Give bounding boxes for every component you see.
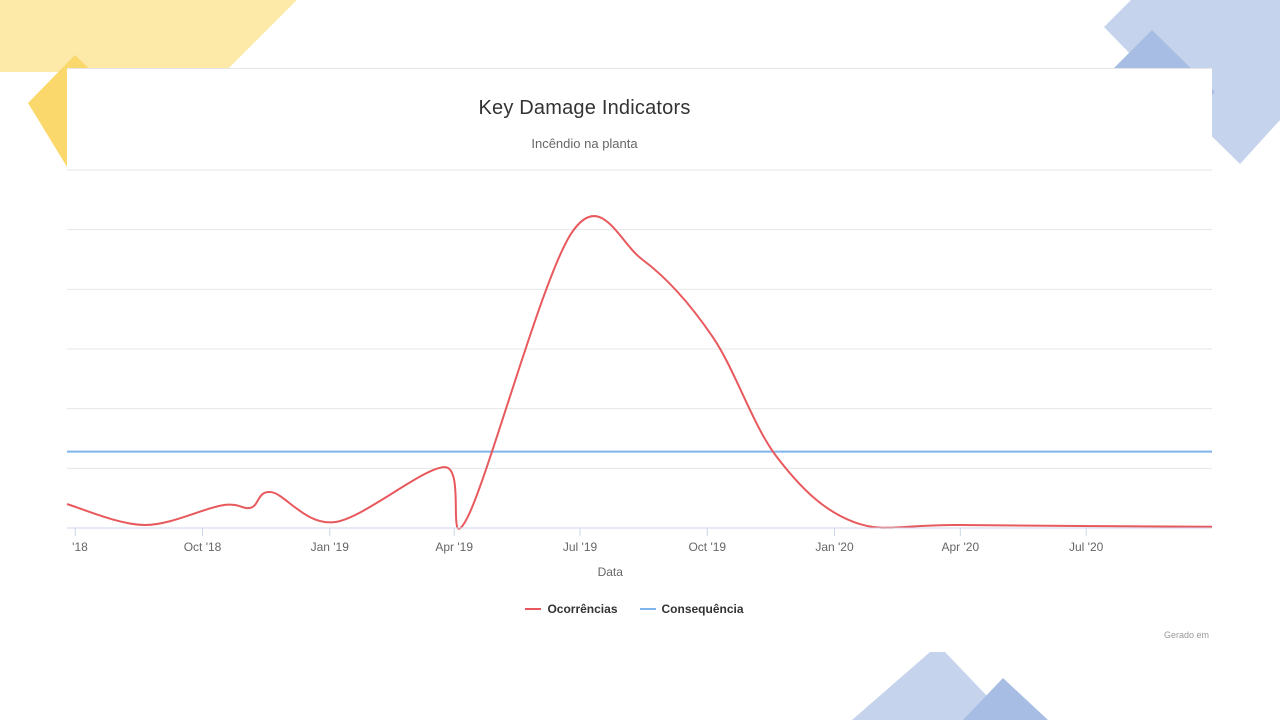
x-tick-label-0: '18 — [72, 540, 88, 554]
chart-subtitle: Incêndio na planta — [531, 136, 638, 151]
series-line-ocorrencias[interactable] — [66, 215, 1213, 530]
legend-item-consequencia[interactable]: Consequência — [639, 602, 744, 616]
gridlines — [67, 169, 1212, 469]
x-axis: '18 Oct '18 Jan '19 Apr '19 Jul '19 Oct '19 Ja… — [67, 527, 1212, 554]
x-axis-title: Data — [598, 565, 624, 579]
legend-label-consequencia: Consequência — [661, 602, 744, 616]
x-tick-label-7: Apr '20 — [941, 540, 979, 554]
series-layer — [66, 215, 1213, 530]
chart-card: Key Damage Indicators Incêndio na planta… — [66, 68, 1213, 651]
blue-bottom-shape — [852, 652, 1010, 720]
legend-label-ocorrencias: Ocorrências — [547, 602, 618, 616]
x-tick-label-5: Oct '19 — [688, 540, 726, 554]
x-tick-label-3: Apr '19 — [435, 540, 473, 554]
x-tick-label-6: Jan '20 — [815, 540, 854, 554]
legend-swatch-consequencia — [639, 608, 656, 610]
x-tick-label-8: Jul '20 — [1069, 540, 1104, 554]
x-tick-label-1: Oct '18 — [184, 540, 222, 554]
blue-bottom-diamond-shape — [963, 678, 1048, 720]
chart-title: Key Damage Indicators — [478, 97, 691, 119]
legend-item-ocorrencias[interactable]: Ocorrências — [525, 602, 618, 616]
x-tick-label-2: Jan '19 — [311, 540, 350, 554]
yellow-triangle-shape — [0, 0, 297, 72]
legend-swatch-ocorrencias — [525, 608, 542, 610]
chart-legend: Ocorrências Consequência — [62, 602, 1207, 616]
x-tick-label-4: Jul '19 — [563, 540, 598, 554]
line-chart: '18 Oct '18 Jan '19 Apr '19 Jul '19 Oct '19 Ja… — [66, 169, 1213, 579]
credits-text[interactable]: Gerado em — [1163, 630, 1209, 640]
